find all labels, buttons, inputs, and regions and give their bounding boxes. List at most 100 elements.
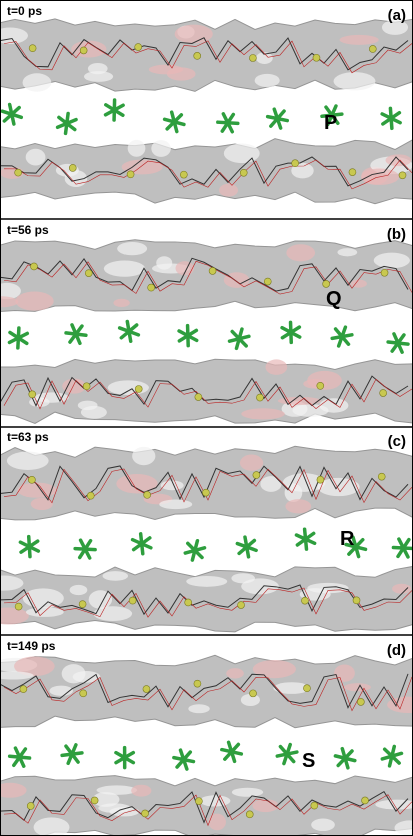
ion — [79, 601, 86, 608]
anion-bond — [114, 100, 115, 120]
panel-label: (d) — [387, 642, 406, 659]
highlight — [240, 455, 263, 471]
ion — [313, 54, 320, 61]
highlight — [334, 72, 376, 90]
ion — [381, 269, 388, 276]
time-label: t=149 ps — [7, 639, 56, 653]
ion — [292, 160, 299, 167]
highlight — [241, 408, 285, 419]
time-label: t=63 ps — [7, 430, 49, 444]
ion — [250, 690, 257, 697]
highlight — [188, 704, 209, 713]
highlight — [103, 571, 129, 581]
ion — [246, 811, 253, 818]
ion — [29, 45, 36, 52]
ion — [135, 385, 142, 392]
ion — [209, 267, 216, 274]
highlight — [159, 499, 192, 509]
highlight — [15, 292, 53, 311]
ion — [323, 280, 330, 287]
highlight — [231, 573, 255, 583]
highlight — [26, 607, 64, 617]
ion — [378, 473, 385, 480]
highlight — [128, 140, 146, 157]
ion — [256, 394, 263, 401]
time-label: t=0 ps — [7, 4, 42, 18]
ion — [69, 164, 76, 171]
ion — [144, 491, 151, 498]
highlight — [113, 299, 129, 307]
ion — [195, 394, 202, 401]
highlight — [104, 260, 145, 276]
highlight — [132, 447, 155, 465]
ion — [194, 52, 201, 59]
ion — [202, 489, 209, 496]
highlight — [253, 660, 296, 678]
ion — [362, 797, 369, 804]
highlight — [70, 585, 88, 595]
ion — [249, 55, 256, 62]
anion-bond — [188, 326, 189, 346]
highlight — [200, 795, 231, 806]
highlight — [81, 406, 107, 419]
highlight — [167, 67, 196, 80]
ion — [129, 597, 136, 604]
anion-bond — [305, 529, 307, 549]
highlight — [116, 474, 157, 494]
ion — [253, 472, 260, 479]
highlight — [260, 476, 281, 492]
ion — [15, 603, 22, 610]
anion-bond — [10, 756, 30, 758]
ion — [30, 263, 37, 270]
ion — [353, 597, 360, 604]
highlight — [26, 149, 46, 166]
time-label: t=56 ps — [7, 223, 49, 237]
panel-label: (a) — [388, 7, 406, 24]
ion — [369, 45, 376, 52]
highlight — [319, 398, 348, 412]
ion — [317, 382, 324, 389]
ion — [264, 278, 271, 285]
highlight — [131, 785, 151, 797]
highlight — [175, 25, 213, 44]
highlight — [226, 668, 244, 678]
highlight — [337, 248, 357, 256]
ion — [185, 599, 192, 606]
ion — [83, 383, 90, 390]
ion — [80, 47, 87, 54]
highlight — [266, 359, 288, 374]
ion — [20, 686, 27, 693]
panel-label: (c) — [388, 433, 406, 450]
panel-label: (b) — [387, 226, 406, 243]
highlight — [232, 788, 263, 797]
ion — [357, 698, 364, 705]
molecule-surface — [0, 359, 413, 423]
highlight — [285, 499, 311, 513]
highlight — [62, 664, 86, 683]
highlight — [88, 63, 108, 74]
highlight — [219, 184, 238, 197]
ion — [80, 690, 87, 697]
ion — [148, 284, 155, 291]
highlight — [117, 242, 147, 255]
ion — [380, 390, 387, 397]
highlight — [151, 140, 171, 157]
highlight — [392, 584, 411, 594]
ion — [238, 602, 245, 609]
ion — [317, 476, 324, 483]
ion — [349, 169, 356, 176]
ion — [301, 597, 308, 604]
anion-bond — [141, 534, 143, 554]
site-marker: R — [340, 528, 355, 550]
figure: t=0 ps (a) P t=56 ps (b) Q t=63 ps (c) R… — [0, 0, 413, 836]
ion — [127, 171, 134, 178]
ion — [303, 685, 310, 692]
highlight — [311, 819, 335, 832]
ion — [180, 171, 187, 178]
ion — [28, 476, 35, 483]
highlight — [374, 253, 410, 269]
ion — [15, 169, 22, 176]
highlight — [340, 35, 379, 45]
ion — [27, 802, 34, 809]
ion — [87, 492, 94, 499]
